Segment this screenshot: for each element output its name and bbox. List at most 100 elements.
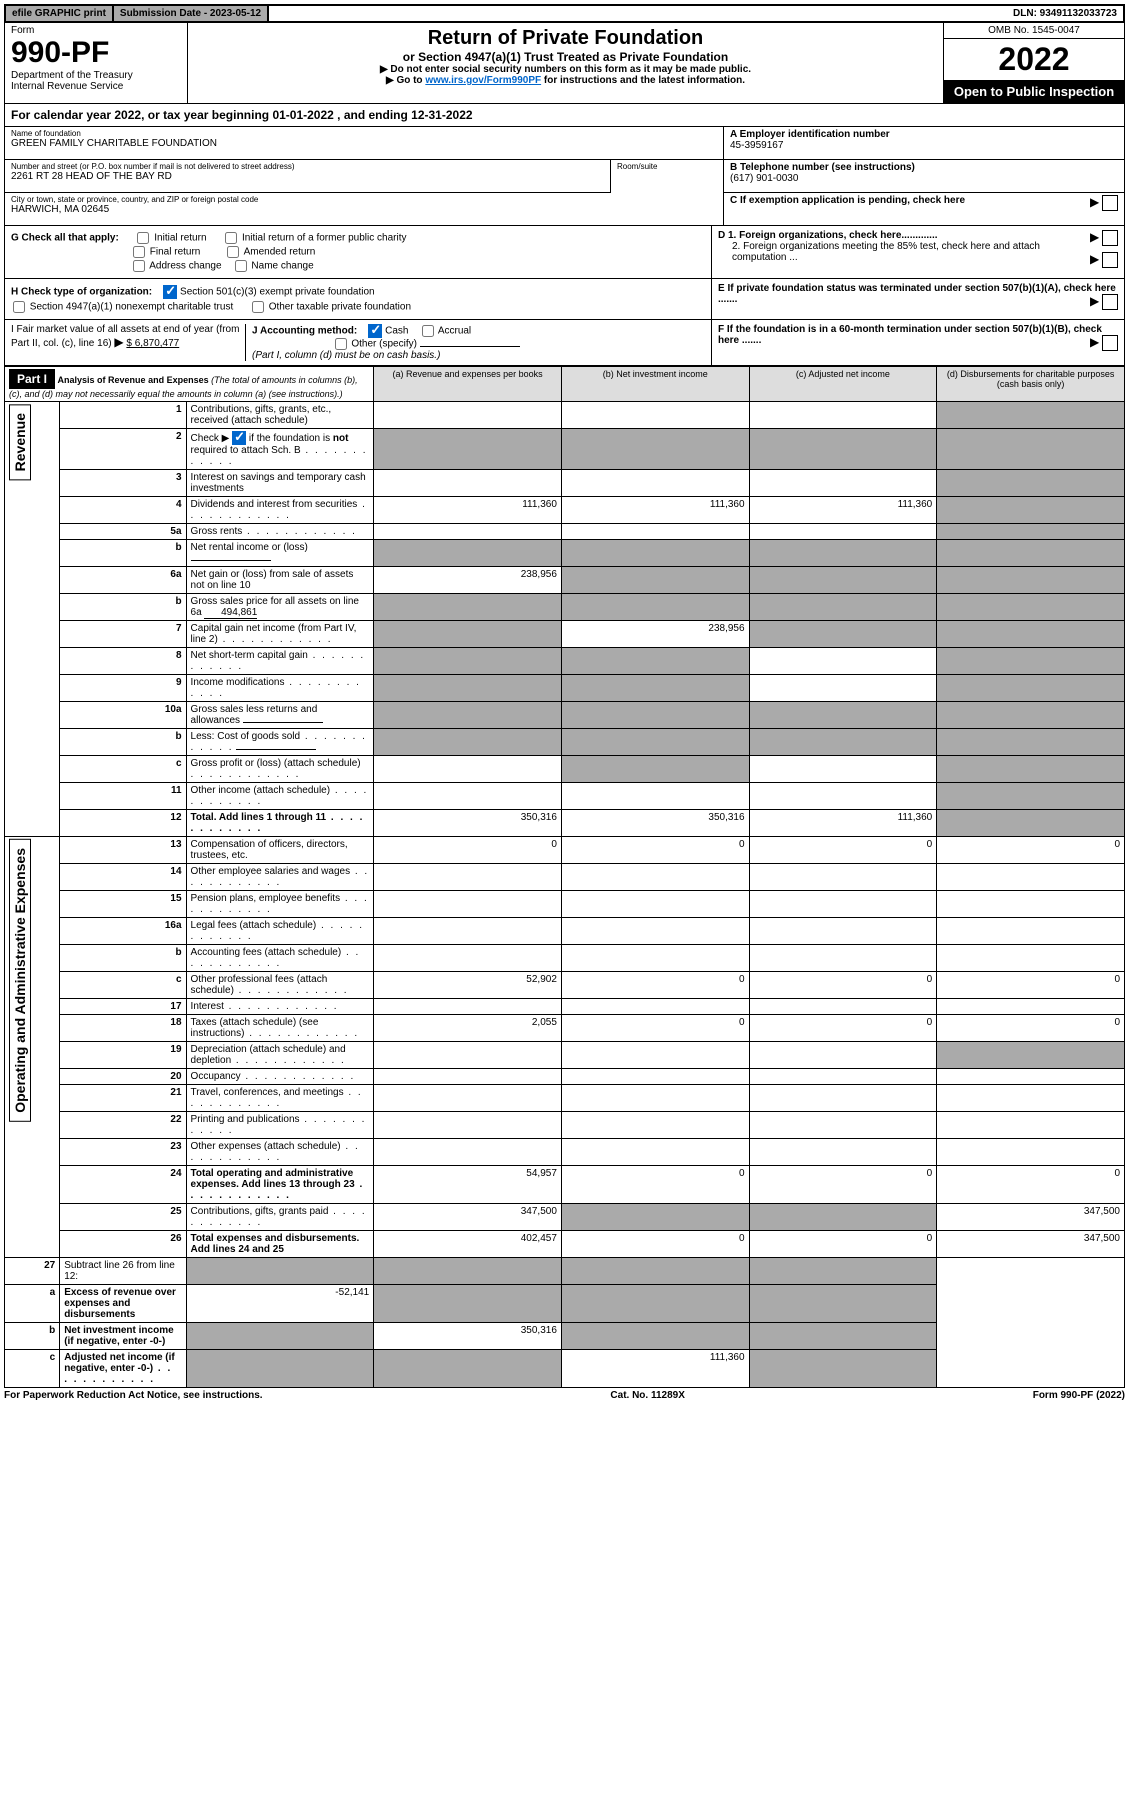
col-c-header: (c) Adjusted net income: [749, 367, 937, 402]
value-cell: [374, 1042, 562, 1069]
value-cell: 347,500: [937, 1204, 1125, 1231]
value-cell: 111,360: [561, 1350, 749, 1388]
i-value: $ 6,870,477: [126, 338, 179, 349]
value-cell: [749, 729, 937, 756]
value-cell: [749, 756, 937, 783]
value-cell: [374, 891, 562, 918]
row-number: 25: [60, 1204, 186, 1231]
checkbox-initial-return[interactable]: [137, 232, 149, 244]
value-cell: [561, 524, 749, 540]
value-cell: 111,360: [561, 497, 749, 524]
checkbox-initial-former[interactable]: [225, 232, 237, 244]
value-cell: 54,957: [374, 1166, 562, 1204]
instruction-1: ▶ Do not enter social security numbers o…: [196, 64, 935, 75]
value-cell: [937, 675, 1125, 702]
value-cell: 0: [561, 1015, 749, 1042]
checkbox-d2[interactable]: [1102, 252, 1118, 268]
value-cell: 347,500: [937, 1231, 1125, 1258]
value-cell: 350,316: [374, 810, 562, 837]
value-cell: [561, 999, 749, 1015]
row-description: Excess of revenue over expenses and disb…: [60, 1285, 186, 1323]
side-label: Revenue: [5, 402, 60, 837]
checkbox-other-method[interactable]: [335, 338, 347, 350]
value-cell: [937, 702, 1125, 729]
checkbox-c[interactable]: [1102, 195, 1118, 211]
checkbox-501c3-checked[interactable]: [163, 285, 177, 299]
row-number: 12: [60, 810, 186, 837]
row-number: b: [60, 594, 186, 621]
value-cell: [374, 1258, 562, 1285]
irs-link[interactable]: www.irs.gov/Form990PF: [425, 75, 541, 86]
value-cell: [937, 648, 1125, 675]
value-cell: [561, 756, 749, 783]
value-cell: 52,902: [374, 972, 562, 999]
city-cell: City or town, state or province, country…: [5, 193, 723, 225]
row-description: Interest on savings and temporary cash i…: [186, 470, 374, 497]
checkbox-accrual[interactable]: [422, 325, 434, 337]
value-cell: [749, 1323, 937, 1350]
value-cell: [937, 945, 1125, 972]
s4947-label: Section 4947(a)(1) nonexempt charitable …: [30, 302, 233, 313]
value-cell: [561, 1112, 749, 1139]
value-cell: [749, 999, 937, 1015]
value-cell: [937, 497, 1125, 524]
final-return-label: Final return: [150, 247, 201, 258]
value-cell: [937, 1139, 1125, 1166]
row-number: 10a: [60, 702, 186, 729]
checkbox-name-change[interactable]: [235, 260, 247, 272]
row-number: b: [60, 540, 186, 567]
row-description: Taxes (attach schedule) (see instruction…: [186, 1015, 374, 1042]
row-description: Net short-term capital gain: [186, 648, 374, 675]
row-number: 13: [60, 837, 186, 864]
header-left: Form 990-PF Department of the Treasury I…: [5, 23, 188, 103]
checkbox-f[interactable]: [1102, 335, 1118, 351]
row-description: Contributions, gifts, grants, etc., rece…: [186, 402, 374, 429]
checkbox-amended-return[interactable]: [227, 246, 239, 258]
row-number: 21: [60, 1085, 186, 1112]
value-cell: [937, 621, 1125, 648]
other-taxable-label: Other taxable private foundation: [269, 302, 411, 313]
value-cell: [561, 1139, 749, 1166]
value-cell: [937, 1085, 1125, 1112]
value-cell: 111,360: [749, 497, 937, 524]
d1-label: D 1. Foreign organizations, check here..…: [718, 230, 938, 241]
value-cell: 0: [937, 1015, 1125, 1042]
value-cell: [561, 864, 749, 891]
row-description: Adjusted net income (if negative, enter …: [60, 1350, 186, 1388]
value-cell: [937, 429, 1125, 470]
checkbox-cash-checked[interactable]: [368, 324, 382, 338]
row-description: Gross rents: [186, 524, 374, 540]
checkbox-e[interactable]: [1102, 294, 1118, 310]
room-cell: Room/suite: [610, 160, 723, 193]
row-number: 27: [5, 1258, 60, 1285]
value-cell: [561, 918, 749, 945]
row-number: 14: [60, 864, 186, 891]
value-cell: [561, 1323, 749, 1350]
value-cell: [937, 524, 1125, 540]
checkbox-final-return[interactable]: [133, 246, 145, 258]
value-cell: [561, 783, 749, 810]
dept-treasury: Department of the Treasury: [11, 70, 181, 81]
submission-date: Submission Date - 2023-05-12: [114, 6, 269, 21]
value-cell: [561, 1258, 749, 1285]
value-cell: [561, 891, 749, 918]
name-change-label: Name change: [251, 261, 313, 272]
value-cell: 0: [937, 1166, 1125, 1204]
row-number: b: [60, 729, 186, 756]
checkbox-d1[interactable]: [1102, 230, 1118, 246]
checkbox-4947[interactable]: [13, 301, 25, 313]
value-cell: [374, 524, 562, 540]
city-label: City or town, state or province, country…: [11, 195, 717, 204]
value-cell: [374, 864, 562, 891]
checkbox-other-taxable[interactable]: [252, 301, 264, 313]
row-number: c: [60, 756, 186, 783]
section-ij: I Fair market value of all assets at end…: [4, 320, 1125, 366]
value-cell: [749, 1285, 937, 1323]
value-cell: [374, 470, 562, 497]
j-label: J Accounting method:: [252, 326, 357, 337]
checkbox-address-change[interactable]: [133, 260, 145, 272]
value-cell: 350,316: [561, 810, 749, 837]
c-label: C If exemption application is pending, c…: [730, 195, 965, 206]
value-cell: [186, 1323, 374, 1350]
value-cell: [937, 402, 1125, 429]
